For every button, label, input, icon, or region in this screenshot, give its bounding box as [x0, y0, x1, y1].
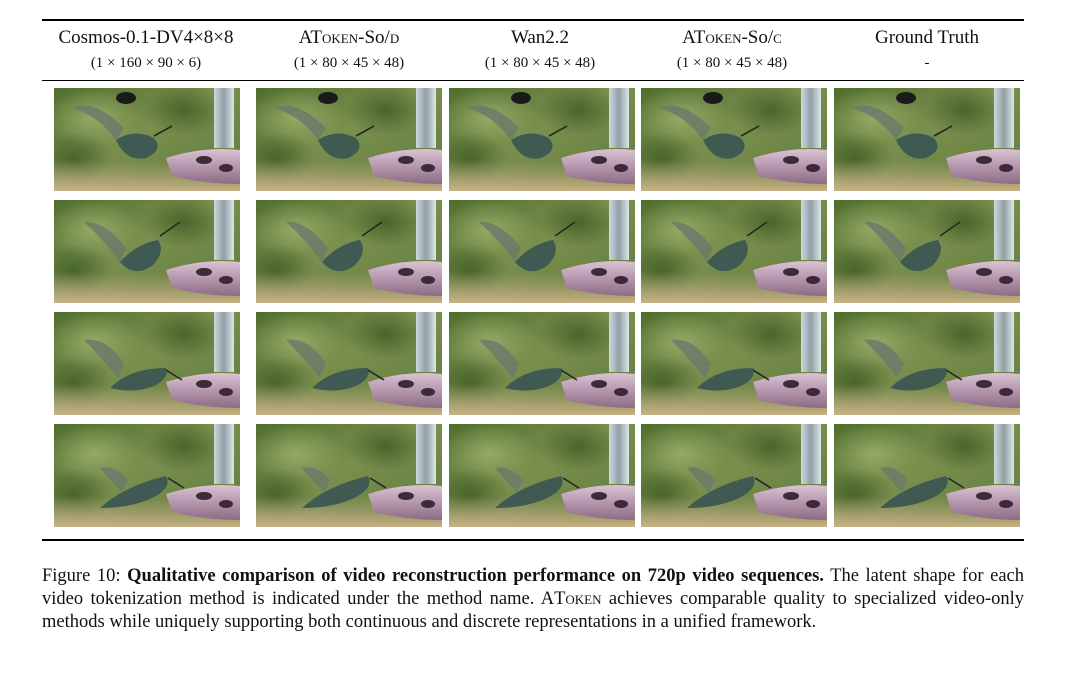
hummingbird-frame-image [641, 200, 827, 303]
video-frame [834, 88, 1020, 191]
hummingbird-frame-image [54, 312, 240, 415]
column-title: Ground Truth [875, 27, 979, 48]
hummingbird-frame-image [54, 424, 240, 527]
column-header-cosmos: Cosmos-0.1-DV4×8×8 (1 × 160 × 90 × 6) [51, 26, 241, 74]
latent-shape: (1 × 80 × 45 × 48) [293, 55, 405, 71]
hummingbird-frame-image [834, 200, 1020, 303]
column-header-atoken-so-d: AToken-So/d (1 × 80 × 45 × 48) [254, 26, 444, 74]
hummingbird-frame-image [641, 312, 827, 415]
hummingbird-frame-image [641, 88, 827, 191]
video-frame [641, 200, 827, 303]
latent-shape: (1 × 160 × 90 × 6) [90, 55, 202, 71]
hummingbird-frame-image [256, 424, 442, 527]
hummingbird-frame-image [449, 88, 635, 191]
video-frame [449, 200, 635, 303]
video-frame [449, 88, 635, 191]
video-frame [834, 424, 1020, 527]
video-frame [54, 424, 240, 527]
table-bottom-rule [42, 539, 1024, 541]
column-title: Wan2.2 [510, 27, 570, 48]
hummingbird-frame-image [449, 312, 635, 415]
video-frame [256, 312, 442, 415]
table-top-rule [42, 19, 1024, 21]
column-header-wan2-2: Wan2.2 (1 × 80 × 45 × 48) [445, 26, 635, 74]
figure-caption: Figure 10: Qualitative comparison of vid… [42, 565, 1024, 634]
video-frame [641, 88, 827, 191]
video-frame [256, 88, 442, 191]
table-header-rule [42, 80, 1024, 81]
hummingbird-frame-image [256, 88, 442, 191]
column-title: AToken-So/c [682, 27, 782, 48]
column-header-atoken-so-c: AToken-So/c (1 × 80 × 45 × 48) [637, 26, 827, 74]
latent-shape: (1 × 80 × 45 × 48) [484, 55, 596, 71]
hummingbird-frame-image [54, 88, 240, 191]
video-frame [256, 424, 442, 527]
hummingbird-frame-image [641, 424, 827, 527]
hummingbird-frame-image [834, 312, 1020, 415]
hummingbird-frame-image [834, 424, 1020, 527]
video-frame [449, 424, 635, 527]
latent-shape: - [924, 55, 930, 71]
caption-body: The latent shape for each video tokeniza… [42, 566, 1024, 632]
video-frame [54, 88, 240, 191]
hummingbird-frame-image [256, 312, 442, 415]
hummingbird-frame-image [449, 424, 635, 527]
video-frame [834, 312, 1020, 415]
column-title: Cosmos-0.1-DV4×8×8 [58, 27, 234, 48]
latent-shape: (1 × 80 × 45 × 48) [676, 55, 788, 71]
hummingbird-frame-image [834, 88, 1020, 191]
column-header-ground-truth: Ground Truth - [832, 26, 1022, 74]
video-frame [641, 312, 827, 415]
video-frame [641, 424, 827, 527]
column-title: AToken-So/d [298, 27, 400, 48]
video-frame [449, 312, 635, 415]
figure-label: Figure 10: [42, 566, 121, 586]
video-frame [256, 200, 442, 303]
figure-title: Qualitative comparison of video reconstr… [127, 566, 824, 586]
video-frame [834, 200, 1020, 303]
hummingbird-frame-image [256, 200, 442, 303]
video-frame [54, 312, 240, 415]
hummingbird-frame-image [54, 200, 240, 303]
hummingbird-frame-image [449, 200, 635, 303]
video-frame [54, 200, 240, 303]
